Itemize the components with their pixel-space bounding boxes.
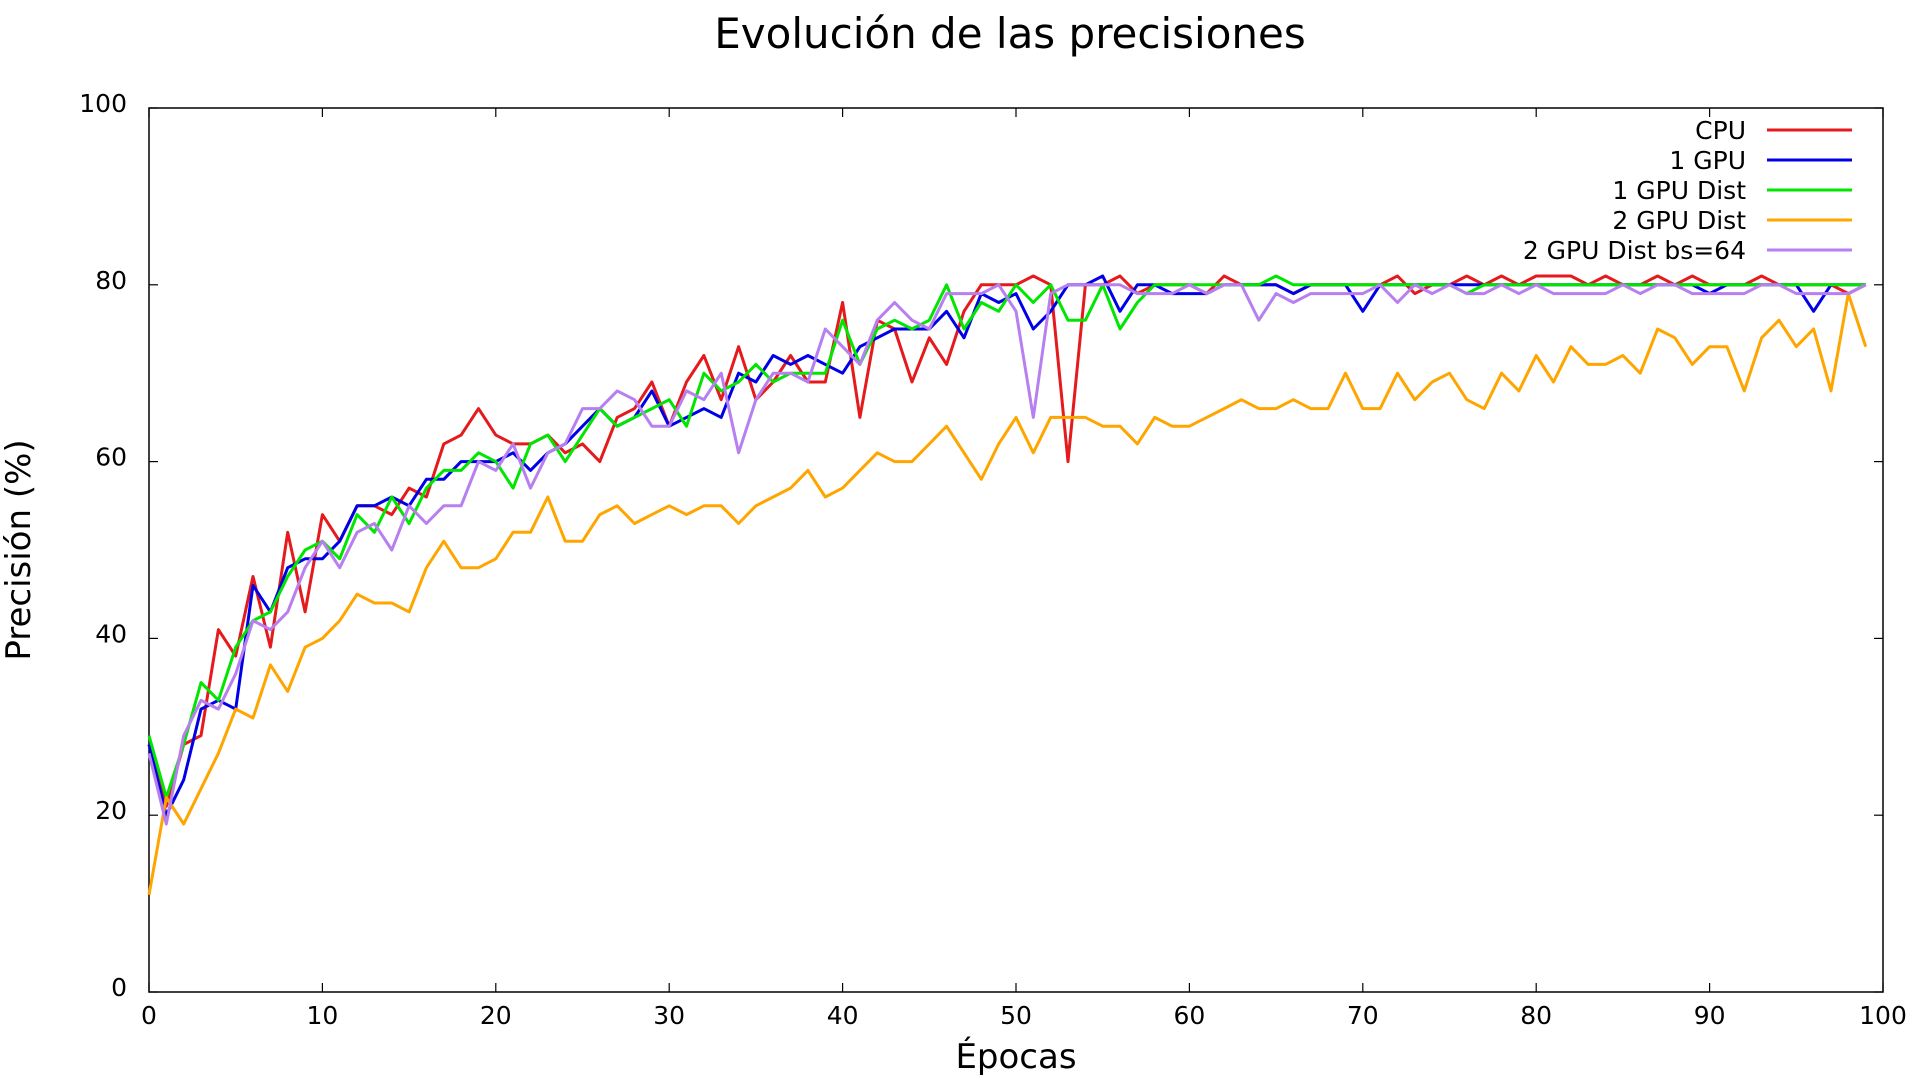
y-tick-label: 20 bbox=[95, 796, 127, 825]
legend-label: CPU bbox=[1695, 116, 1746, 145]
series-line-2-gpu-dist bbox=[147, 292, 1868, 896]
series-line-1-gpu bbox=[147, 274, 1866, 817]
y-tick-label: 0 bbox=[111, 973, 127, 1002]
x-tick-label: 50 bbox=[1000, 1001, 1032, 1030]
x-tick-label: 100 bbox=[1859, 1001, 1907, 1030]
x-tick-label: 60 bbox=[1173, 1001, 1205, 1030]
legend-label: 1 GPU Dist bbox=[1612, 176, 1746, 205]
x-tick-label: 0 bbox=[141, 1001, 157, 1030]
series-line-2-gpu-dist-bs-64 bbox=[147, 283, 1867, 826]
x-tick-label: 80 bbox=[1520, 1001, 1552, 1030]
y-tick-label: 80 bbox=[95, 266, 127, 295]
x-tick-label: 70 bbox=[1347, 1001, 1379, 1030]
x-tick-label: 20 bbox=[480, 1001, 512, 1030]
series-line-cpu bbox=[147, 274, 1867, 808]
x-tick-label: 30 bbox=[653, 1001, 685, 1030]
axis-ticks: 0 10 20 30 40 50 60 70 80 90 100 0 20 40 60 80 100 bbox=[79, 89, 1907, 1030]
legend-label: 2 GPU Dist bbox=[1612, 206, 1746, 235]
series-lines bbox=[147, 274, 1868, 896]
y-tick-label: 60 bbox=[95, 443, 127, 472]
series-line-1-gpu-dist bbox=[147, 274, 1866, 799]
x-axis-title: Épocas bbox=[955, 1036, 1076, 1077]
legend-label: 1 GPU bbox=[1669, 146, 1746, 175]
y-tick-label: 100 bbox=[79, 89, 127, 118]
chart-title: Evolución de las precisiones bbox=[714, 9, 1306, 58]
x-tick-label: 10 bbox=[306, 1001, 338, 1030]
x-tick-label: 90 bbox=[1694, 1001, 1726, 1030]
y-tick-label: 40 bbox=[95, 619, 127, 648]
legend-label: 2 GPU Dist bs=64 bbox=[1523, 236, 1746, 265]
y-axis-title: Precisión (%) bbox=[0, 439, 39, 660]
x-tick-label: 40 bbox=[827, 1001, 859, 1030]
